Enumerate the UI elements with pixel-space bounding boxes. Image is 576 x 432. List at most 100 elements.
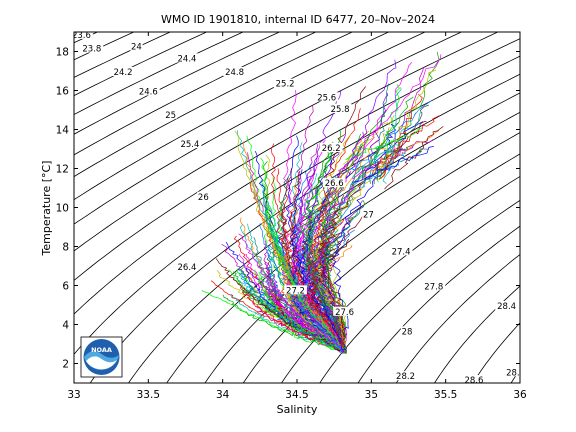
y-tick-label: 2 [62,359,69,371]
profile-line [299,253,343,354]
profile-line [362,96,414,181]
isopycnal-line [204,132,520,383]
isopycnal-line [74,32,208,97]
profile-line [363,130,440,178]
profile-line [341,59,397,173]
profile-line [330,144,403,354]
isopycnal-label-bg [319,143,343,152]
isopycnal-label: 28.4 [497,302,516,312]
profile-line [263,240,347,353]
isopycnal-label: 28.2 [396,372,415,382]
profile-line [310,130,370,354]
isopycnal-line [357,225,520,383]
isopycnal-line [74,32,244,116]
profile-line [222,294,347,353]
profile-line [351,145,434,183]
isopycnal-line [0,0,4,422]
profile-line [238,233,346,352]
chart-title: WMO ID 1901810, internal ID 6477, 20–Nov… [161,13,435,26]
isopycnal-label-bg [394,371,417,381]
profile-line [228,269,344,351]
isopycnal-label-bg [80,43,104,53]
x-tick-label: 33 [67,389,80,401]
isopycnal-label-bg [389,246,413,256]
isopycnal-label-bg [130,41,143,51]
noaa-logo: NOAA [80,336,123,378]
profile-line [242,141,346,350]
isopycnal-label-bg [322,178,346,188]
profile-line [322,139,379,352]
profile-line [285,135,347,351]
isopycnal-label-bg [284,285,307,295]
isopycnal-label: 27 [363,210,374,220]
profile-line [215,258,347,351]
isopycnal-line [74,55,520,356]
y-tick-label: 8 [62,242,69,254]
profile-line [380,93,423,180]
profile-line [282,255,345,353]
isopycnal-line [74,32,354,178]
profile-lines [201,51,444,354]
isopycnal-label-bg [223,66,246,76]
isopycnal-label-bg [178,139,202,149]
profile-line [305,175,347,354]
profile-line [361,148,406,188]
isopycnal-line [242,153,520,383]
isopycnal-label: 23.6 [72,31,91,41]
profile-line [363,121,423,178]
isopycnal-label-bg [422,281,446,291]
isopycnal-line [74,32,463,252]
isopycnal-label-bg [315,92,339,102]
isopycnal-label: 24.8 [225,68,244,78]
x-tick-label: 34 [216,389,230,401]
isopycnal-line [166,111,520,383]
profile-line [372,115,440,167]
isopycnal-label-bg [495,300,519,310]
profile-line [351,100,432,171]
y-tick-label: 6 [62,281,69,293]
isopycnal-label-bg [333,306,356,316]
isopycnal-label-bg [504,367,520,377]
x-tick-label: 34.5 [285,389,308,401]
profile-line [254,269,345,350]
isopycnal-line [529,0,576,422]
profile-line [351,144,399,178]
isopycnal-label: 26.4 [178,263,197,273]
isopycnal-line [434,285,520,383]
profile-line [267,203,346,350]
isopycnal-label: 26.6 [325,179,344,189]
profile-line [299,141,346,350]
svg-text:NOAA: NOAA [91,346,112,354]
isopycnal-line [74,32,172,78]
isopycnal-label-bg [175,261,199,271]
isopycnal-label: 25.8 [331,105,350,115]
isopycnal-label-bg [462,375,486,383]
isopycnal-label-bg [273,78,297,88]
isopycnal-line [74,32,390,201]
isopycnal-label-bg [400,326,414,336]
isopycnal-line [281,175,520,383]
profile-line [291,142,345,352]
isopycnal-line [568,0,576,422]
isopycnal-label-bg [164,109,177,119]
profile-line [309,217,345,349]
profile-line [275,200,347,351]
isopycnal-line [0,0,149,422]
isopycnal-line [0,0,41,422]
profile-line [293,169,345,353]
profile-line [306,219,346,352]
x-tick-label: 35 [365,389,378,401]
y-tick-label: 12 [56,164,69,176]
y-tick-label: 10 [56,203,69,215]
isopycnal-label-bg [362,209,375,219]
isopycnal-label: 27.8 [424,282,443,292]
profile-line [318,162,380,350]
isopycnal-line [395,253,520,383]
isopycnal-label: 27.4 [392,247,411,257]
isopycnal-label-bg [197,191,210,201]
isopycnal-line [74,32,281,135]
y-tick-label: 4 [62,320,69,332]
isopycnal-label: 27.6 [335,308,354,318]
isopycnal-label: 28 [402,327,413,337]
